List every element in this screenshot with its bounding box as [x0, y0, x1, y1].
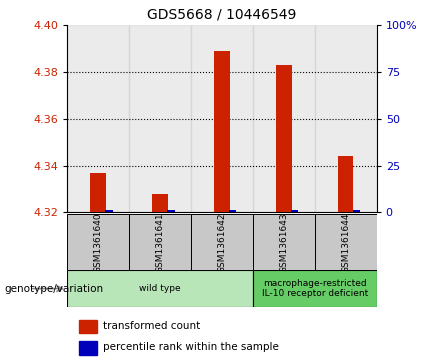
Bar — [67, 25, 129, 212]
Bar — [167, 209, 174, 212]
Text: genotype/variation: genotype/variation — [4, 284, 103, 294]
Bar — [152, 193, 168, 212]
FancyBboxPatch shape — [67, 214, 129, 270]
FancyBboxPatch shape — [253, 214, 315, 270]
Text: GSM1361644: GSM1361644 — [341, 212, 350, 273]
FancyBboxPatch shape — [67, 270, 253, 307]
Text: transformed count: transformed count — [103, 321, 200, 331]
Text: macrophage-restricted
IL-10 receptor deficient: macrophage-restricted IL-10 receptor def… — [262, 279, 368, 298]
Bar — [191, 25, 253, 212]
Text: GSM1361642: GSM1361642 — [217, 212, 226, 273]
Bar — [229, 209, 236, 212]
Bar — [253, 25, 315, 212]
Bar — [129, 25, 191, 212]
Bar — [80, 342, 97, 355]
FancyBboxPatch shape — [191, 214, 253, 270]
Title: GDS5668 / 10446549: GDS5668 / 10446549 — [147, 8, 297, 21]
FancyBboxPatch shape — [129, 214, 191, 270]
Bar — [315, 25, 377, 212]
Bar — [338, 156, 353, 212]
FancyBboxPatch shape — [253, 270, 377, 307]
Bar — [353, 209, 360, 212]
Bar — [214, 51, 229, 212]
Text: percentile rank within the sample: percentile rank within the sample — [103, 342, 278, 352]
Bar — [90, 173, 106, 212]
Text: GSM1361641: GSM1361641 — [155, 212, 165, 273]
Text: GSM1361640: GSM1361640 — [94, 212, 103, 273]
Text: wild type: wild type — [139, 284, 181, 293]
Bar — [105, 209, 113, 212]
Text: GSM1361643: GSM1361643 — [279, 212, 288, 273]
Bar — [291, 209, 298, 212]
Bar — [276, 65, 291, 212]
Bar — [80, 320, 97, 333]
FancyBboxPatch shape — [315, 214, 377, 270]
